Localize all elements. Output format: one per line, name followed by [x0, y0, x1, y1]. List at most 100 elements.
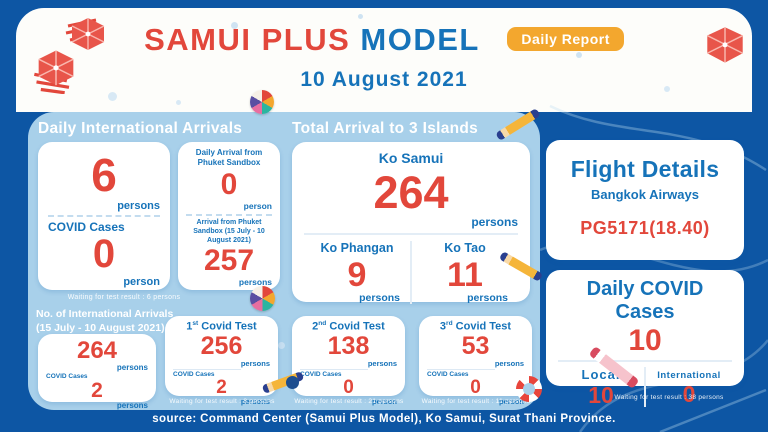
covid-cases-label: COVID Cases	[300, 370, 342, 378]
covid-cases-value: 0	[92, 232, 116, 276]
islands-split-row: Ko Phangan 9 persons Ko Tao 11 persons	[304, 233, 518, 304]
header	[16, 8, 752, 112]
intl-arrivals-title-line1: No. of International Arrivals	[36, 308, 174, 320]
covid-test-3-unit: persons	[494, 358, 524, 368]
decor-dot	[176, 100, 181, 105]
decor-dot	[664, 86, 670, 92]
flight-details-title: Flight Details	[570, 156, 720, 182]
covid-test-1-cases: 2	[216, 376, 227, 398]
ko-samui-value: 264	[373, 167, 449, 218]
waiting-note-test-3: Waiting for test result : 11 persons	[421, 398, 531, 405]
covid-test-2-card: 2nd Covid Test 138 persons COVID Cases 0…	[292, 316, 405, 406]
covid-test-1-value: 256	[200, 331, 243, 360]
phuket-sandbox-card: Daily Arrival from Phuket Sandbox 0 pers…	[178, 142, 280, 290]
decor-dot	[231, 22, 238, 29]
airline-name: Bangkok Airways	[591, 187, 699, 202]
intl-arrivals-card: 264 persons COVID Cases 2 persons	[38, 334, 156, 410]
divider	[173, 368, 241, 370]
sandbox-daily-unit: person	[243, 201, 272, 211]
intl-arrivals-value: 264	[76, 337, 118, 364]
waiting-note-daily: Waiting for test result : 6 persons	[67, 294, 181, 301]
divider	[186, 214, 272, 216]
life-ring-icon	[516, 376, 542, 402]
international-value: 0	[682, 381, 696, 407]
flight-details-card: Flight Details Bangkok Airways PG5171(18…	[546, 140, 744, 260]
covid-cases-label: COVID Cases	[173, 370, 215, 378]
daily-covid-title: Daily COVID Cases	[586, 278, 704, 323]
international-cell: International 0	[644, 367, 732, 407]
ko-tao-unit: persons	[467, 292, 508, 304]
source-credit: source: Command Center (Samui Plus Model…	[152, 413, 616, 425]
covid-test-3-title: 3rd Covid Test	[439, 320, 512, 333]
title-samui-plus: SAMUI PLUS	[144, 22, 351, 57]
ko-samui-unit: persons	[471, 215, 518, 229]
daily-arrivals-unit: persons	[117, 200, 160, 212]
covid-cases-value: 2	[91, 379, 103, 402]
daily-covid-cases-card: Daily COVID Cases 10 Local 10 Internatio…	[546, 270, 744, 407]
covid-cases-unit: person	[123, 276, 160, 288]
umbrella-icon	[706, 27, 744, 63]
waiting-note-test-2: Waiting for test result : 21 persons	[294, 398, 404, 405]
intl-arrivals-title-line2: (15 July - 10 August 2021)	[36, 321, 165, 334]
section-total-arrival: Total Arrival to 3 Islands	[292, 120, 479, 137]
ko-phangan-value: 9	[347, 256, 367, 294]
ko-tao-cell: Ko Tao 11 persons	[410, 241, 518, 304]
covid-test-2-value: 138	[327, 331, 370, 360]
covid-cases-label: COVID Cases	[48, 220, 125, 234]
divider	[427, 368, 495, 370]
report-title: SAMUI PLUS MODEL Daily Report	[0, 22, 768, 58]
waiting-note-test-1: Waiting for test result : 8 persons	[169, 398, 275, 405]
title-model: MODEL	[360, 22, 480, 57]
beach-ball-icon	[250, 90, 274, 114]
ko-phangan-unit: persons	[359, 292, 400, 304]
decor-dot	[358, 14, 363, 19]
decor-dot	[278, 342, 285, 349]
covid-test-2-title: 2nd Covid Test	[312, 320, 385, 333]
decor-dot	[108, 92, 117, 101]
covid-cases-unit: persons	[116, 401, 148, 410]
covid-test-2-cases-unit: person	[371, 396, 397, 406]
intl-arrivals-title: No. of International Arrivals (15 July -…	[36, 308, 186, 335]
daily-arrivals-value: 6	[91, 149, 117, 201]
ko-phangan-label: Ko Phangan	[320, 241, 394, 255]
covid-test-2-cases: 0	[343, 376, 354, 398]
decor-dot	[576, 52, 582, 58]
daily-report-badge: Daily Report	[507, 27, 624, 51]
local-value: 10	[588, 382, 614, 408]
divider	[300, 368, 368, 370]
ball-icon	[286, 376, 299, 389]
sandbox-total-label: Arrival from Phuket Sandbox (15 July - 1…	[193, 219, 265, 244]
covid-test-3-cases-unit: person	[498, 396, 524, 406]
covid-test-3-card: 3rd Covid Test 53 persons COVID Cases 0 …	[419, 316, 532, 406]
divider	[48, 215, 160, 217]
ko-phangan-cell: Ko Phangan 9 persons	[304, 241, 410, 304]
beach-ball-icon	[250, 286, 275, 311]
ko-tao-label: Ko Tao	[444, 241, 486, 255]
ko-tao-value: 11	[447, 256, 483, 294]
waiting-note-daily-covid: Waiting for test result : 38 persons	[614, 394, 724, 401]
covid-test-3-cases: 0	[470, 376, 481, 398]
umbrella-icon	[65, 18, 105, 50]
intl-arrivals-unit: persons	[116, 363, 148, 372]
covid-test-1-unit: persons	[240, 358, 270, 368]
covid-test-2-unit: persons	[367, 358, 397, 368]
sandbox-total-unit: persons	[238, 277, 272, 288]
sandbox-total-value: 257	[203, 244, 255, 278]
covid-cases-label: COVID Cases	[46, 373, 88, 380]
daily-covid-value: 10	[628, 324, 662, 357]
covid-test-1-title: 1st Covid Test	[186, 320, 257, 333]
ko-samui-label: Ko Samui	[378, 150, 444, 166]
covid-test-1-cases-unit: persons	[240, 396, 270, 406]
umbrella-icon	[34, 50, 74, 94]
flight-number: PG5171(18.40)	[580, 218, 710, 238]
three-islands-card: Ko Samui 264 persons Ko Phangan 9 person…	[292, 142, 530, 304]
sandbox-daily-label: Daily Arrival from Phuket Sandbox	[195, 148, 263, 167]
report-date: 10 August 2021	[300, 68, 468, 91]
section-daily-international-arrivals: Daily International Arrivals	[38, 120, 243, 137]
covid-cases-label: COVID Cases	[427, 370, 469, 378]
covid-test-3-value: 53	[461, 331, 490, 360]
daily-arrivals-card: 6 persons COVID Cases 0 person	[38, 142, 170, 290]
sandbox-daily-value: 0	[220, 168, 238, 201]
covid-test-1-card: 1st Covid Test 256 persons COVID Cases 2…	[165, 316, 278, 406]
